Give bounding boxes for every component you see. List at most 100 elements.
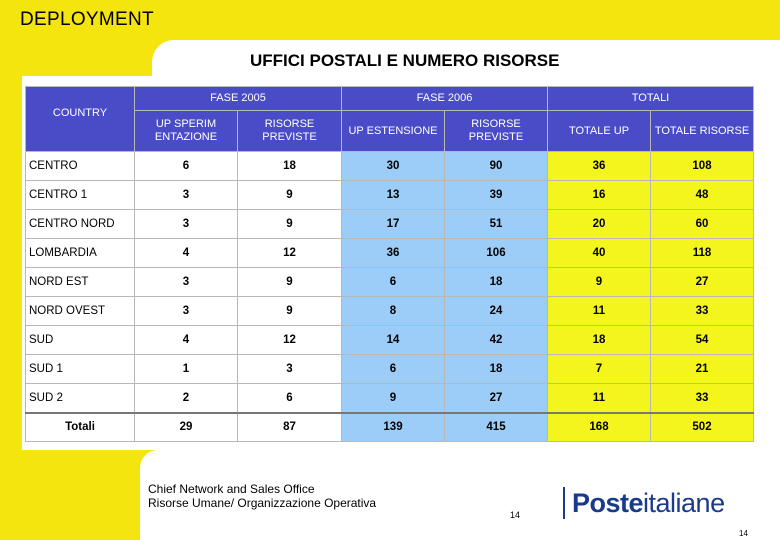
- table-body: CENTRO 6 18 30 90 36 108 CENTRO 1 3 9 13 39 16 48 CENT…: [25, 151, 754, 442]
- row-label: CENTRO 1: [25, 180, 135, 210]
- table-row: CENTRO 6 18 30 90 36 108: [25, 151, 754, 181]
- cell-value: 118: [650, 238, 754, 268]
- cell-value: 3: [134, 267, 238, 297]
- cell-value: 30: [341, 151, 445, 181]
- totals-row: Totali 29 87 139 415 168 502: [25, 411, 754, 442]
- cell-value: 40: [547, 238, 651, 268]
- cell-value: 6: [237, 383, 342, 413]
- footer-panel: [140, 450, 780, 540]
- cell-value: 33: [650, 296, 754, 326]
- cell-value: 87: [237, 411, 342, 442]
- table-row: SUD 4 12 14 42 18 54: [25, 325, 754, 355]
- cell-value: 415: [444, 411, 548, 442]
- cell-value: 12: [237, 325, 342, 355]
- group-header-totali: TOTALI: [547, 86, 754, 111]
- totals-label: Totali: [25, 411, 135, 442]
- office-line-1: Chief Network and Sales Office: [148, 482, 315, 496]
- cell-value: 11: [547, 383, 651, 413]
- table-row: SUD 1 1 3 6 18 7 21: [25, 354, 754, 384]
- cell-value: 8: [341, 296, 445, 326]
- yellow-frame-left: [0, 76, 22, 450]
- poste-italiane-logo: Posteitaliane: [572, 487, 725, 519]
- table-row: SUD 2 2 6 9 27 11 33: [25, 383, 754, 413]
- row-label: NORD OVEST: [25, 296, 135, 326]
- row-label: NORD EST: [25, 267, 135, 297]
- cell-value: 33: [650, 383, 754, 413]
- content-panel-top: [152, 40, 780, 76]
- cell-value: 9: [547, 267, 651, 297]
- cell-value: 90: [444, 151, 548, 181]
- row-label: LOMBARDIA: [25, 238, 135, 268]
- cell-value: 60: [650, 209, 754, 239]
- cell-value: 9: [237, 267, 342, 297]
- column-header: RISORSE PREVISTE: [237, 110, 342, 152]
- cell-value: 14: [341, 325, 445, 355]
- cell-value: 54: [650, 325, 754, 355]
- column-header: RISORSE PREVISTE: [444, 110, 548, 152]
- cell-value: 16: [547, 180, 651, 210]
- cell-value: 13: [341, 180, 445, 210]
- cell-value: 21: [650, 354, 754, 384]
- table-row: NORD OVEST 3 9 8 24 11 33: [25, 296, 754, 326]
- group-header-fase-2005: FASE 2005: [134, 86, 342, 111]
- cell-value: 502: [650, 411, 754, 442]
- office-line-2: Risorse Umane/ Organizzazione Operativa: [148, 496, 377, 510]
- cell-value: 1: [134, 354, 238, 384]
- cell-value: 9: [237, 296, 342, 326]
- table-row: CENTRO 1 3 9 13 39 16 48: [25, 180, 754, 210]
- table-row: NORD EST 3 9 6 18 9 27: [25, 267, 754, 297]
- logo-divider: [563, 487, 565, 519]
- column-header: UP ESTENSIONE: [341, 110, 445, 152]
- cell-value: 11: [547, 296, 651, 326]
- cell-value: 12: [237, 238, 342, 268]
- cell-value: 18: [444, 267, 548, 297]
- row-label: SUD 2: [25, 383, 135, 413]
- cell-value: 6: [134, 151, 238, 181]
- page-number: 14: [510, 510, 521, 520]
- row-label: CENTRO: [25, 151, 135, 181]
- cell-value: 18: [547, 325, 651, 355]
- cell-value: 9: [237, 209, 342, 239]
- cell-value: 36: [341, 238, 445, 268]
- table-row: CENTRO NORD 3 9 17 51 20 60: [25, 209, 754, 239]
- section-heading: DEPLOYMENT: [20, 9, 154, 30]
- yellow-frame-top: [0, 0, 780, 40]
- page-number-corner: 14: [739, 529, 748, 538]
- country-header: COUNTRY: [25, 86, 135, 152]
- cell-value: 3: [134, 180, 238, 210]
- cell-value: 6: [341, 354, 445, 384]
- cell-value: 3: [134, 209, 238, 239]
- cell-value: 48: [650, 180, 754, 210]
- cell-value: 4: [134, 238, 238, 268]
- cell-value: 20: [547, 209, 651, 239]
- cell-value: 2: [134, 383, 238, 413]
- column-header: UP SPERIM ENTAZIONE: [134, 110, 238, 152]
- cell-value: 108: [650, 151, 754, 181]
- cell-value: 4: [134, 325, 238, 355]
- row-label: CENTRO NORD: [25, 209, 135, 239]
- cell-value: 9: [237, 180, 342, 210]
- cell-value: 3: [134, 296, 238, 326]
- row-label: SUD: [25, 325, 135, 355]
- cell-value: 18: [444, 354, 548, 384]
- column-header: TOTALE UP: [547, 110, 651, 152]
- table-row: LOMBARDIA 4 12 36 106 40 118: [25, 238, 754, 268]
- logo-regular-text: italiane: [643, 488, 725, 518]
- cell-value: 7: [547, 354, 651, 384]
- cell-value: 24: [444, 296, 548, 326]
- cell-value: 51: [444, 209, 548, 239]
- cell-value: 36: [547, 151, 651, 181]
- cell-value: 9: [341, 383, 445, 413]
- logo-bold-text: Poste: [572, 488, 644, 518]
- cell-value: 17: [341, 209, 445, 239]
- row-label: SUD 1: [25, 354, 135, 384]
- cell-value: 42: [444, 325, 548, 355]
- column-header: TOTALE RISORSE: [650, 110, 754, 152]
- cell-value: 39: [444, 180, 548, 210]
- cell-value: 139: [341, 411, 445, 442]
- cell-value: 3: [237, 354, 342, 384]
- slide-title: UFFICI POSTALI E NUMERO RISORSE: [250, 51, 560, 70]
- cell-value: 18: [237, 151, 342, 181]
- cell-value: 27: [650, 267, 754, 297]
- cell-value: 6: [341, 267, 445, 297]
